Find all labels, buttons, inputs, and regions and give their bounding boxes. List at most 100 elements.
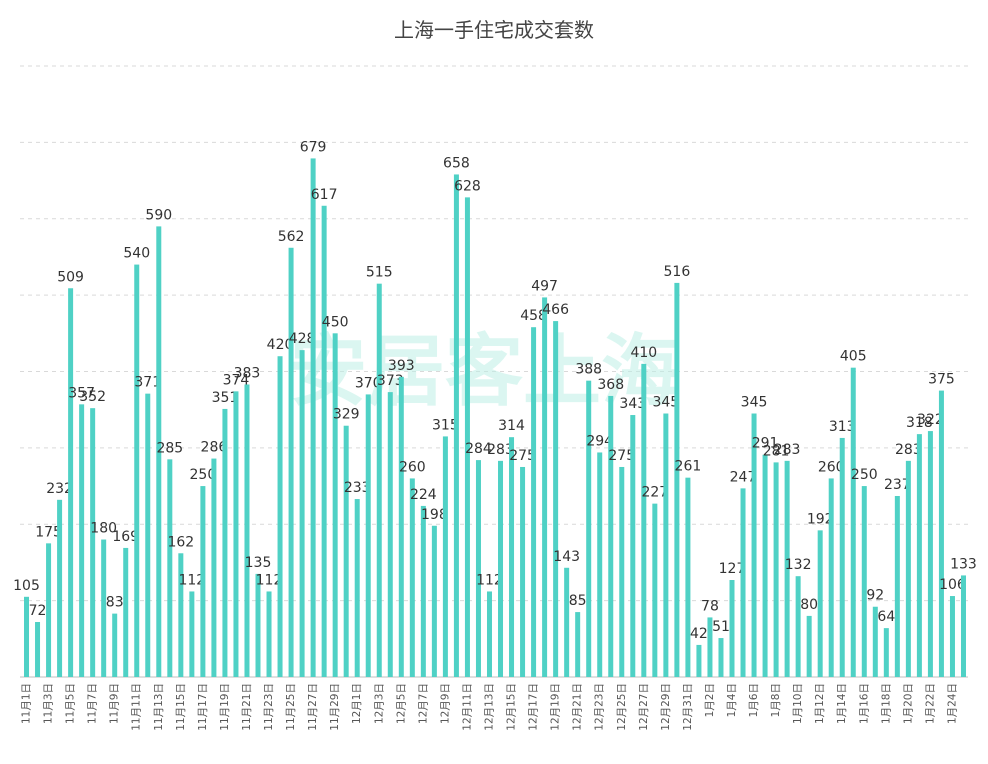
bar-1月2日[interactable] [707,617,713,677]
bar-1月1日[interactable] [696,644,702,677]
bar-1月24日[interactable] [949,596,955,677]
bar-11月19日[interactable] [222,408,228,677]
bar-1月20日[interactable] [905,460,911,677]
bar-12月18日[interactable] [542,297,548,677]
bar-11月24日[interactable] [277,356,283,677]
bar-12月28日[interactable] [652,503,658,677]
bar-11月27日[interactable] [310,158,316,677]
bar-12月27日[interactable] [641,363,647,677]
bar-11月18日[interactable] [211,458,217,677]
bar-11月3日[interactable] [46,543,52,677]
x-tick-label: 1月10日 [792,683,804,724]
bar-12月8日[interactable] [431,525,437,677]
data-label: 351 [212,390,239,406]
bar-12月7日[interactable] [420,505,426,677]
bar-12月3日[interactable] [376,283,382,677]
bar-11月17日[interactable] [200,486,206,677]
bar-1月16日[interactable] [861,486,867,677]
bar-1月17日[interactable] [872,606,878,677]
bar-1月25日[interactable] [960,575,966,677]
bar-1月14日[interactable] [839,437,845,677]
data-label: 679 [300,139,327,155]
bar-11月4日[interactable] [57,499,63,677]
bar-11月20日[interactable] [233,391,239,677]
bar-12月13日[interactable] [486,591,492,677]
bar-12月4日[interactable] [387,392,393,677]
bar-11月11日[interactable] [134,264,140,677]
bar-12月25日[interactable] [619,466,625,677]
bar-1月12日[interactable] [817,530,823,677]
bar-11月29日[interactable] [332,333,338,677]
bar-1月23日[interactable] [938,390,944,677]
bar-12月1日[interactable] [354,499,360,677]
bar-12月5日[interactable] [398,376,404,677]
x-tick-label: 12月7日 [417,683,429,724]
data-label: 286 [201,440,228,456]
bar-11月22日[interactable] [255,573,261,677]
bar-1月22日[interactable] [927,431,933,677]
bar-11月9日[interactable] [112,613,118,677]
bar-12月24日[interactable] [608,395,614,677]
bar-11月2日[interactable] [35,622,41,677]
bar-11月26日[interactable] [299,350,305,677]
bar-12月30日[interactable] [674,282,680,677]
data-label: 127 [719,561,746,577]
bar-1月3日[interactable] [718,638,724,677]
bar-12月11日[interactable] [464,197,470,678]
bar-1月8日[interactable] [773,462,779,677]
bar-1月4日[interactable] [729,580,735,677]
bar-1月9日[interactable] [784,460,790,677]
bar-11月21日[interactable] [244,384,250,677]
bar-1月21日[interactable] [916,434,922,677]
bar-11月5日[interactable] [68,288,74,677]
x-tick-label: 11月25日 [285,683,297,731]
bar-11月1日[interactable] [24,596,30,677]
bar-1月15日[interactable] [850,367,856,677]
bar-1月6日[interactable] [751,413,757,677]
bar-12月26日[interactable] [630,415,636,677]
bar-11月14日[interactable] [167,459,173,677]
data-label: 232 [46,481,73,497]
data-label: 162 [167,534,194,550]
bar-12月19日[interactable] [553,321,559,677]
x-tick-label: 11月29日 [329,683,341,731]
bar-12月23日[interactable] [597,452,603,677]
bar-1月13日[interactable] [828,478,834,677]
bar-11月12日[interactable] [145,393,151,677]
bar-1月5日[interactable] [740,488,746,677]
bar-12月17日[interactable] [531,327,537,677]
bar-12月2日[interactable] [365,394,371,677]
bar-12月20日[interactable] [564,567,570,677]
bar-11月15日[interactable] [178,553,184,677]
bar-11月16日[interactable] [189,591,195,677]
bar-11月7日[interactable] [90,408,96,677]
bar-12月14日[interactable] [498,460,504,677]
bar-11月8日[interactable] [101,539,107,677]
bar-1月7日[interactable] [762,454,768,677]
data-label: 284 [465,441,492,457]
bar-11月30日[interactable] [343,425,349,677]
bar-12月12日[interactable] [475,460,481,677]
bar-1月10日[interactable] [795,576,801,677]
bar-11月28日[interactable] [321,205,327,678]
bar-11月23日[interactable] [266,591,272,677]
bar-12月31日[interactable] [685,477,691,677]
x-tick-label: 12月19日 [550,683,562,731]
bar-12月21日[interactable] [575,612,581,677]
bar-12月22日[interactable] [586,380,592,677]
bar-12月10日[interactable] [453,174,459,677]
bar-12月16日[interactable] [520,466,526,677]
bar-11月25日[interactable] [288,247,294,677]
bar-11月6日[interactable] [79,404,85,677]
data-label: 285 [156,440,183,456]
data-label: 352 [79,389,106,405]
bar-11月10日[interactable] [123,547,129,677]
bar-11月13日[interactable] [156,226,162,677]
bar-12月6日[interactable] [409,478,415,677]
bar-12月9日[interactable] [442,436,448,677]
bar-1月18日[interactable] [883,628,889,677]
bar-12月15日[interactable] [509,437,515,677]
bar-1月19日[interactable] [894,495,900,677]
bar-12月29日[interactable] [663,413,669,677]
bar-1月11日[interactable] [806,615,812,677]
